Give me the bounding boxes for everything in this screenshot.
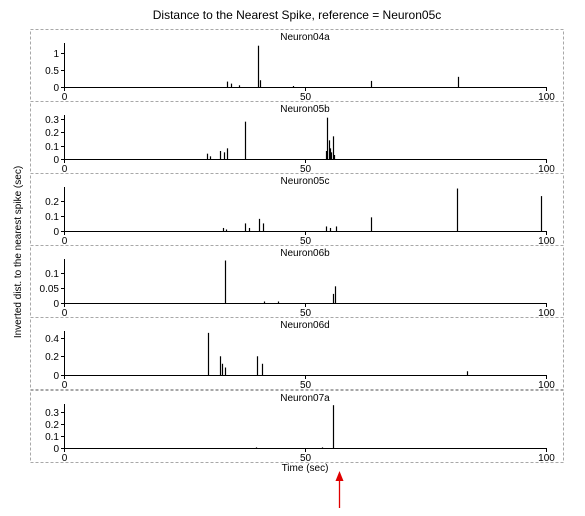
panel-neuron04a: Neuron04a 0 0.5 1 0 50 100	[30, 29, 564, 103]
panel-title: Neuron07a	[280, 393, 330, 404]
x-tick-label: 50	[300, 380, 312, 391]
x-tick-label: 0	[62, 453, 68, 464]
x-tick-label: 0	[62, 380, 68, 391]
y-tick-label: 0.05	[40, 284, 60, 295]
y-tick-label: 0	[53, 83, 59, 94]
y-tick-label: 0.1	[45, 269, 59, 280]
panel-frame	[30, 317, 564, 390]
x-tick-label: 50	[300, 92, 312, 103]
y-tick-label: 1	[53, 49, 59, 60]
panel-neuron06d: Neuron06d 0 0.2 0.4 0 50 100	[30, 317, 564, 391]
chart-title: Distance to the Nearest Spike, reference…	[153, 8, 442, 22]
x-tick-label: 50	[300, 308, 312, 319]
y-tick-label: 0	[53, 371, 59, 382]
panel-title: Neuron06b	[280, 248, 330, 259]
x-tick-label: 100	[538, 453, 555, 464]
x-tick-label: 100	[538, 380, 555, 391]
panel-neuron05c: Neuron05c 0 0.1 0.2 0 50 100	[30, 173, 564, 247]
x-tick-label: 50	[300, 453, 312, 464]
panel-title: Neuron04a	[280, 32, 330, 43]
panel-title: Neuron05b	[280, 104, 330, 115]
y-tick-label: 0	[53, 444, 59, 455]
marker-arrow	[335, 471, 344, 508]
marker-arrow-head	[335, 471, 344, 481]
x-tick-label: 100	[538, 92, 555, 103]
y-tick-label: 0	[53, 227, 59, 238]
y-tick-label: 0.1	[45, 212, 59, 223]
y-tick-label: 0.3	[45, 115, 59, 126]
y-tick-label: 0	[53, 299, 59, 310]
x-tick-label: 100	[538, 164, 555, 175]
x-tick-label: 0	[62, 308, 68, 319]
x-tick-label: 0	[62, 92, 68, 103]
x-tick-label: 50	[300, 236, 312, 247]
y-tick-label: 0.1	[45, 142, 59, 153]
y-tick-label: 0.4	[45, 334, 59, 345]
panel-neuron06b: Neuron06b 0 0.05 0.1 0 50 100	[30, 245, 564, 319]
panel-title: Neuron05c	[281, 176, 330, 187]
x-tick-label: 100	[538, 236, 555, 247]
x-axis-label: Time (sec)	[282, 463, 329, 474]
y-tick-label: 0.2	[45, 352, 59, 363]
x-tick-label: 50	[300, 164, 312, 175]
y-axis-label: Inverted dist. to the nearest spike (sec…	[13, 166, 24, 338]
panel-frame	[30, 390, 564, 463]
x-tick-label: 100	[538, 308, 555, 319]
x-tick-label: 0	[62, 164, 68, 175]
y-tick-label: 0.2	[45, 420, 59, 431]
y-tick-label: 0.3	[45, 408, 59, 419]
x-tick-label: 0	[62, 236, 68, 247]
y-tick-label: 0.2	[45, 128, 59, 139]
y-tick-label: 0	[53, 155, 59, 166]
panel-title: Neuron06d	[280, 320, 329, 331]
panel-neuron07a: Neuron07a 00.10.20.3 0 50 100	[30, 390, 564, 464]
y-tick-label: 0.1	[45, 432, 59, 443]
y-tick-label: 0.2	[45, 197, 59, 208]
y-tick-label: 0.5	[45, 66, 59, 77]
